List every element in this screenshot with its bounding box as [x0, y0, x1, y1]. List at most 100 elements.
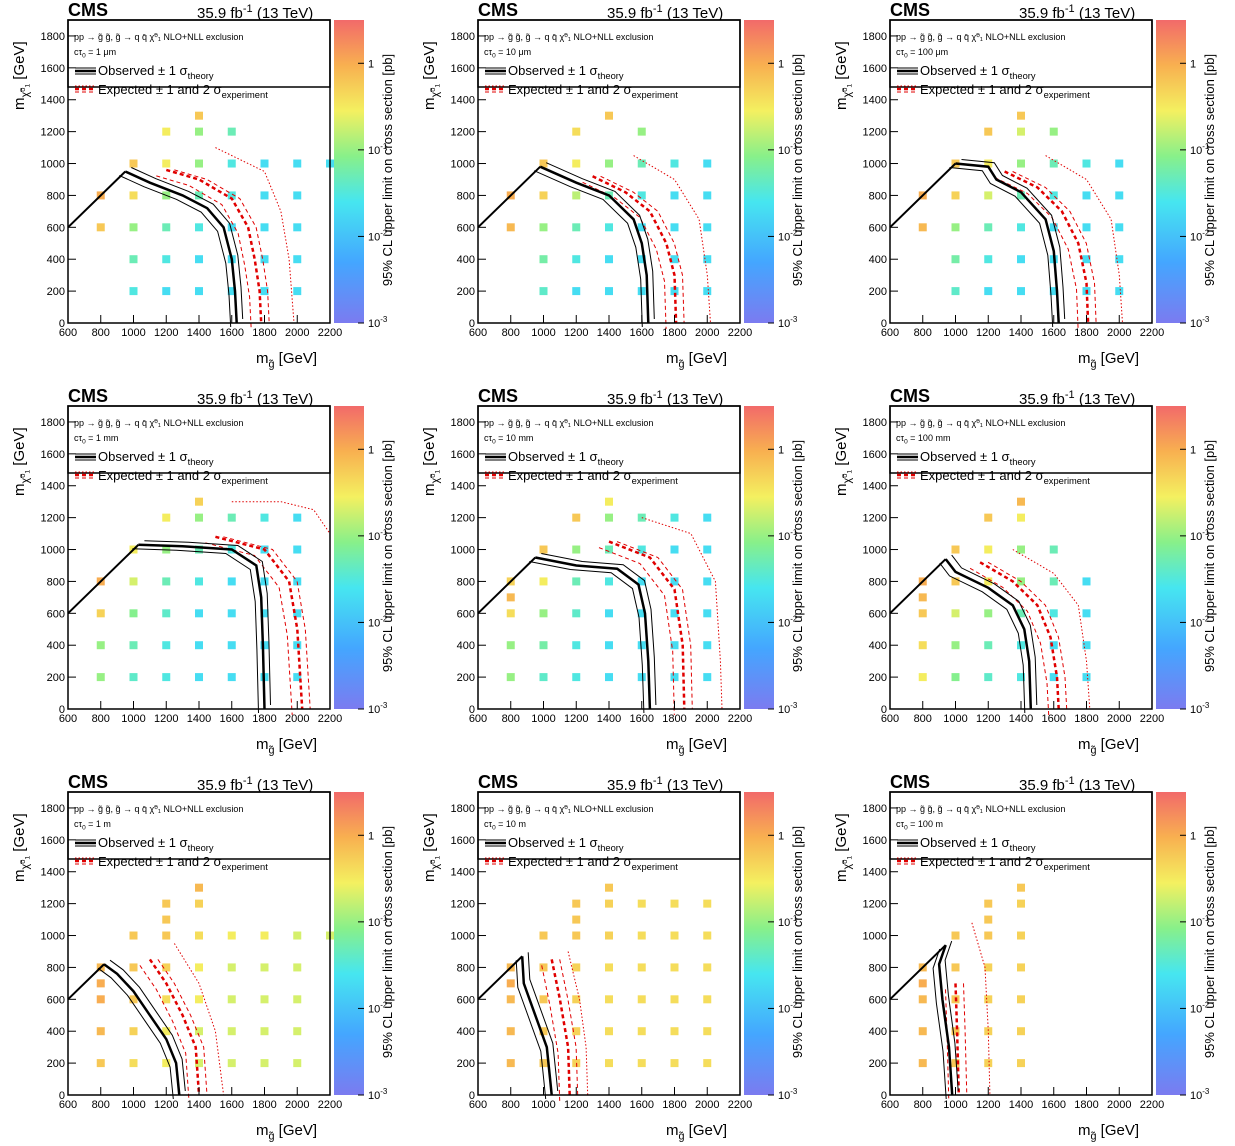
heatmap-cells — [506, 883, 712, 1068]
heatmap-cell — [1017, 641, 1025, 650]
legend-observed: Observed ± 1 σtheory — [508, 63, 624, 81]
process-label: pp → g̃ g̃, g̃ → q q̄ χ̃⁰₁ NLO+NLL exclu… — [896, 32, 1065, 42]
colorbar — [334, 792, 364, 1095]
heatmap-cell — [1049, 191, 1058, 200]
colorbar-tick-exponent: -1 — [790, 142, 798, 151]
panel-ctau-3: CMS 35.9 fb-1 (13 TeV) pp → g̃ g̃, g̃ → q … — [833, 0, 1217, 371]
x-tick-label: 1200 — [976, 327, 1000, 339]
y-tick-label: 200 — [457, 1058, 475, 1070]
panel-ctau-7: CMS 35.9 fb-1 (13 TeV) pp → g̃ g̃, g̃ → q … — [11, 772, 395, 1143]
heatmap-cell — [129, 673, 138, 682]
heatmap-cell — [195, 127, 203, 136]
heatmap-cell — [260, 609, 269, 618]
heatmap-cell — [293, 159, 302, 168]
heatmap-cell — [539, 609, 548, 618]
x-tick-label: 1400 — [1009, 327, 1033, 339]
y-tick-label: 1000 — [863, 545, 887, 557]
heatmap-cell — [96, 1059, 105, 1068]
x-tick-label: 1200 — [154, 327, 178, 339]
heatmap-cell — [572, 191, 581, 200]
x-tick-label: 1600 — [630, 1099, 654, 1111]
colorbar-tick-exponent: -3 — [1202, 315, 1210, 324]
heatmap-cell — [129, 1059, 138, 1068]
observed-plus-1sigma-curve — [527, 952, 559, 1092]
heatmap-cell — [506, 995, 515, 1004]
cms-label: CMS — [890, 386, 930, 406]
heatmap-cell — [293, 223, 302, 232]
heatmap-cell — [162, 963, 171, 972]
colorbar — [744, 20, 774, 323]
expected-curve — [608, 540, 686, 710]
x-tick-label: 1000 — [531, 713, 555, 725]
heatmap-cell — [260, 995, 269, 1004]
x-axis-label: mg̃ [GeV] — [666, 736, 727, 757]
colorbar-tick-exponent: -2 — [790, 228, 798, 237]
ctau-value: = 100 mm — [908, 433, 951, 443]
heatmap-cell — [162, 287, 171, 296]
heatmap-cell — [195, 931, 203, 940]
x-tick-label: 1200 — [564, 327, 588, 339]
heatmap-cell — [293, 191, 302, 200]
x-tick-label: 2000 — [285, 327, 309, 339]
y-tick-label: 400 — [47, 640, 65, 652]
legend-observed-sub: theory — [598, 71, 624, 81]
x-tick-label: 2000 — [695, 327, 719, 339]
x-tick-label: 1200 — [154, 713, 178, 725]
y-tick-label: 600 — [47, 608, 65, 620]
heatmap-cell — [703, 513, 712, 522]
heatmap-cell — [1049, 641, 1058, 650]
heatmap-cell — [984, 127, 993, 136]
x-tick-label: 1800 — [252, 1099, 276, 1111]
heatmap-cell — [951, 1059, 960, 1068]
energy-label: (13 TeV) — [1075, 391, 1136, 408]
heatmap-cell — [572, 545, 581, 554]
y-tick-label: 1600 — [41, 63, 65, 75]
panel-ctau-6: CMS 35.9 fb-1 (13 TeV) pp → g̃ g̃, g̃ → q … — [833, 386, 1217, 757]
heatmap-cell — [129, 287, 138, 296]
legend-expected-sub: experiment — [1044, 90, 1091, 100]
heatmap-cell — [572, 1027, 581, 1036]
heatmap-cell — [539, 159, 548, 168]
heatmap-cell — [637, 1027, 646, 1036]
y-tick-label: 1600 — [41, 449, 65, 461]
x-tick-label: 1400 — [597, 327, 621, 339]
heatmap-cell — [703, 223, 712, 232]
kinematic-boundary-line — [889, 558, 947, 615]
heatmap-cell — [670, 609, 679, 618]
heatmap-cell — [605, 995, 613, 1004]
legend-expected-sub: experiment — [632, 476, 679, 486]
heatmap-cell — [670, 545, 679, 554]
legend-observed-sub: theory — [1010, 71, 1036, 81]
colorbar-tick-label: 1 — [778, 830, 784, 842]
x-axis-unit: [GeV] — [275, 1122, 318, 1139]
expected-plus-1sigma-curve — [600, 175, 685, 324]
x-tick-label: 2200 — [728, 1099, 752, 1111]
y-tick-label: 1800 — [863, 417, 887, 429]
y-tick-label: 1600 — [863, 835, 887, 847]
heatmap-cell — [227, 513, 236, 522]
x-tick-label: 1000 — [121, 327, 145, 339]
colorbar-tick-label: 1 — [368, 444, 374, 456]
heatmap-cell — [227, 577, 236, 586]
colorbar-tick-label: 1 — [368, 830, 374, 842]
heatmap-cell — [637, 223, 646, 232]
heatmap-cell — [195, 545, 203, 554]
heatmap-cell — [506, 223, 515, 232]
heatmap-cell — [227, 191, 236, 200]
heatmap-cell — [637, 673, 646, 682]
lumi-label: 35.9 fb-1 (13 TeV) — [1019, 3, 1135, 22]
x-tick-label: 2200 — [1140, 713, 1164, 725]
heatmap-cell — [195, 577, 203, 586]
heatmap-cell — [1017, 497, 1025, 506]
heatmap-cell — [162, 915, 171, 924]
ctau-sub: 0 — [492, 53, 496, 60]
heatmap-cell — [605, 545, 613, 554]
legend-observed-sub: theory — [598, 457, 624, 467]
heatmap-cell — [605, 497, 613, 506]
colorbar-tick-label: 10-3 — [368, 315, 388, 330]
heatmap-cell — [572, 223, 581, 232]
heatmap-cell — [195, 223, 203, 232]
heatmap-cell — [162, 673, 171, 682]
heatmap-cell — [506, 1027, 515, 1036]
x-tick-label: 1600 — [1042, 327, 1066, 339]
